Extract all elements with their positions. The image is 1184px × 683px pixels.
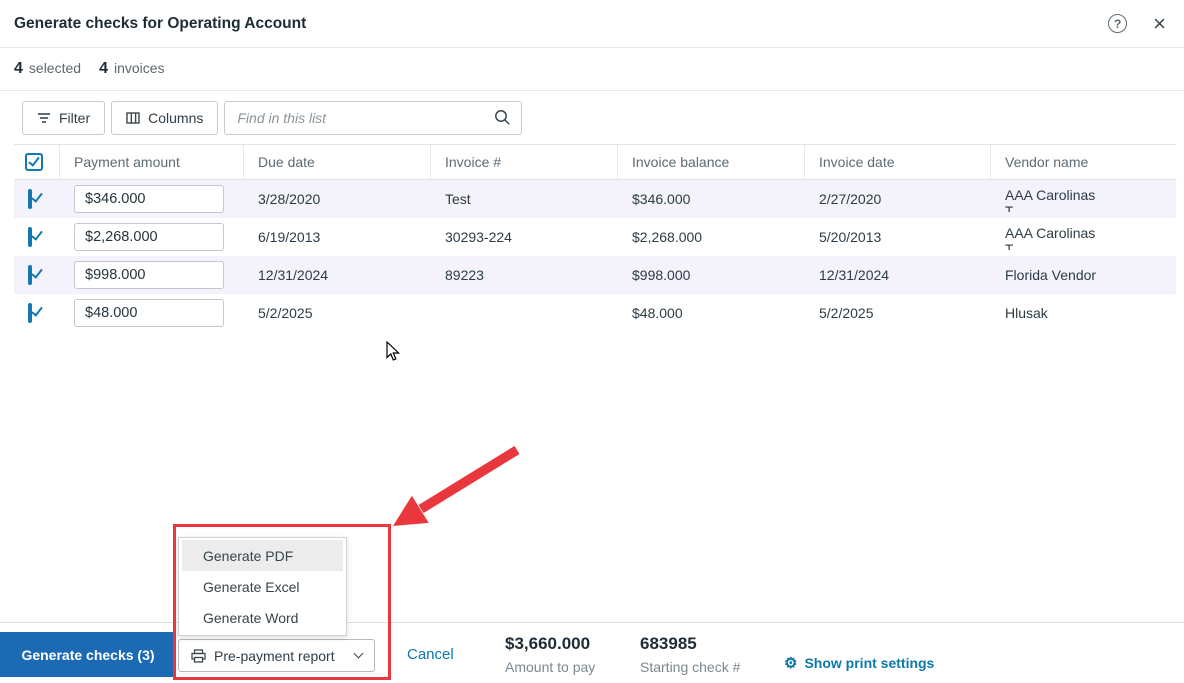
prepayment-dropdown-menu: Generate PDF Generate Excel Generate Wor… xyxy=(178,537,347,636)
annotation-arrow xyxy=(393,445,520,526)
amount-to-pay-label: Amount to pay xyxy=(505,659,596,675)
table-row: 3/28/2020 Test $346.000 2/27/2020 AAA Ca… xyxy=(14,180,1176,218)
vendor-name: AAA Carolinas xyxy=(1005,187,1096,203)
invoice-number-cell: Test xyxy=(445,191,471,207)
column-header-invoice-balance[interactable]: Invoice balance xyxy=(618,145,805,179)
header-icons: ? × xyxy=(1108,10,1166,36)
invoice-label: invoices xyxy=(113,60,165,76)
vendor-name-overflow: T... xyxy=(1005,204,1024,212)
columns-icon xyxy=(126,112,140,124)
menu-item-generate-excel[interactable]: Generate Excel xyxy=(203,578,300,595)
filter-button[interactable]: Filter xyxy=(22,101,106,135)
due-date-cell: 5/2/2025 xyxy=(258,305,313,321)
vendor-name: Florida Vendor xyxy=(1005,267,1097,283)
menu-item-generate-pdf[interactable]: Generate PDF xyxy=(182,540,343,571)
show-print-settings-link[interactable]: ⚙ Show print settings xyxy=(784,655,934,671)
column-header-due-date[interactable]: Due date xyxy=(244,145,431,179)
cancel-link[interactable]: Cancel xyxy=(407,646,454,663)
row-checkbox[interactable] xyxy=(28,303,32,323)
select-all-checkbox[interactable] xyxy=(25,153,43,171)
amount-to-pay-block: $3,660.000 Amount to pay xyxy=(505,634,595,675)
amount-to-pay-value: $3,660.000 xyxy=(505,634,591,653)
table-row: 6/19/2013 30293-224 $2,268.000 5/20/2013… xyxy=(14,218,1176,256)
payment-amount-cell xyxy=(60,261,244,289)
starting-check-value: 683985 xyxy=(640,634,697,653)
table-header-row: Payment amount Due date Invoice # Invoic… xyxy=(14,144,1176,180)
search-wrap xyxy=(224,101,523,135)
vendor-name-cell: Florida Vendor xyxy=(991,266,1176,284)
starting-check-block: 683985 Starting check # xyxy=(640,634,740,675)
mouse-cursor xyxy=(386,341,401,361)
search-input[interactable] xyxy=(224,101,523,135)
payment-amount-input[interactable] xyxy=(74,185,224,213)
selected-count: 4 xyxy=(14,60,23,77)
toolbar: Filter Columns xyxy=(0,91,1184,144)
row-checkbox[interactable] xyxy=(28,265,32,285)
invoice-balance-cell: $998.000 xyxy=(632,267,691,283)
due-date-cell: 3/28/2020 xyxy=(258,191,321,207)
column-header-invoice-date[interactable]: Invoice date xyxy=(805,145,991,179)
show-print-settings-label: Show print settings xyxy=(804,655,935,671)
filter-icon xyxy=(38,113,50,123)
payment-amount-cell xyxy=(60,185,244,213)
payment-amount-input[interactable] xyxy=(74,223,224,251)
row-checkbox-cell xyxy=(14,227,60,247)
columns-label: Columns xyxy=(148,110,204,126)
invoice-balance-cell: $346.000 xyxy=(632,191,691,207)
generate-checks-button[interactable]: Generate checks (3) xyxy=(0,632,176,677)
vendor-name: Hlusak xyxy=(1005,305,1048,321)
vendor-name-cell: AAA Carolinas T... xyxy=(991,186,1176,212)
selection-summary: 4 selected 4 invoices xyxy=(0,48,1184,91)
row-checkbox[interactable] xyxy=(28,189,32,209)
payment-amount-cell xyxy=(60,223,244,251)
invoice-date-cell: 12/31/2024 xyxy=(819,267,890,283)
invoices-table: Payment amount Due date Invoice # Invoic… xyxy=(14,144,1176,332)
prepayment-report-button[interactable]: Pre-payment report xyxy=(178,639,375,672)
table-row: 12/31/2024 89223 $998.000 12/31/2024 Flo… xyxy=(14,256,1176,294)
invoice-count: 4 xyxy=(99,60,108,77)
invoice-date-cell: 5/20/2013 xyxy=(819,229,882,245)
column-header-payment-amount[interactable]: Payment amount xyxy=(60,145,244,179)
filter-label: Filter xyxy=(59,110,91,126)
table-row: 5/2/2025 $48.000 5/2/2025 Hlusak xyxy=(14,294,1176,332)
row-checkbox-cell xyxy=(14,303,60,323)
prepayment-report-label: Pre-payment report xyxy=(214,647,335,664)
starting-check-label: Starting check # xyxy=(640,659,741,675)
row-checkbox-cell xyxy=(14,265,60,285)
vendor-name: AAA Carolinas xyxy=(1005,225,1096,241)
vendor-name-overflow: T... xyxy=(1005,242,1024,250)
invoice-date-cell: 5/2/2025 xyxy=(819,305,874,321)
menu-item-generate-word[interactable]: Generate Word xyxy=(203,609,299,626)
invoice-number-cell: 30293-224 xyxy=(445,229,512,245)
row-checkbox[interactable] xyxy=(28,227,32,247)
selected-label: selected xyxy=(28,60,82,76)
invoice-date-cell: 2/27/2020 xyxy=(819,191,882,207)
modal-header: Generate checks for Operating Account ? … xyxy=(0,0,1184,48)
search-icon[interactable] xyxy=(494,109,511,126)
page-title: Generate checks for Operating Account xyxy=(14,14,307,32)
due-date-cell: 12/31/2024 xyxy=(258,267,329,283)
vendor-name-cell: Hlusak xyxy=(991,304,1176,322)
due-date-cell: 6/19/2013 xyxy=(258,229,321,245)
row-checkbox-cell xyxy=(14,189,60,209)
help-icon[interactable]: ? xyxy=(1108,14,1128,33)
select-all-cell xyxy=(14,145,60,179)
printer-icon xyxy=(191,648,206,663)
column-header-invoice-number[interactable]: Invoice # xyxy=(431,145,618,179)
payment-amount-input[interactable] xyxy=(74,299,224,327)
column-header-vendor-name[interactable]: Vendor name xyxy=(1005,154,1089,170)
columns-button[interactable]: Columns xyxy=(111,101,219,135)
invoice-balance-cell: $2,268.000 xyxy=(632,229,703,245)
invoice-balance-cell: $48.000 xyxy=(632,305,683,321)
chevron-down-icon xyxy=(353,648,364,659)
payment-amount-cell xyxy=(60,299,244,327)
gear-icon: ⚙ xyxy=(784,654,798,672)
payment-amount-input[interactable] xyxy=(74,261,224,289)
invoice-number-cell: 89223 xyxy=(445,267,484,283)
vendor-name-cell: AAA Carolinas T... xyxy=(991,224,1176,250)
close-icon[interactable]: × xyxy=(1153,10,1166,36)
